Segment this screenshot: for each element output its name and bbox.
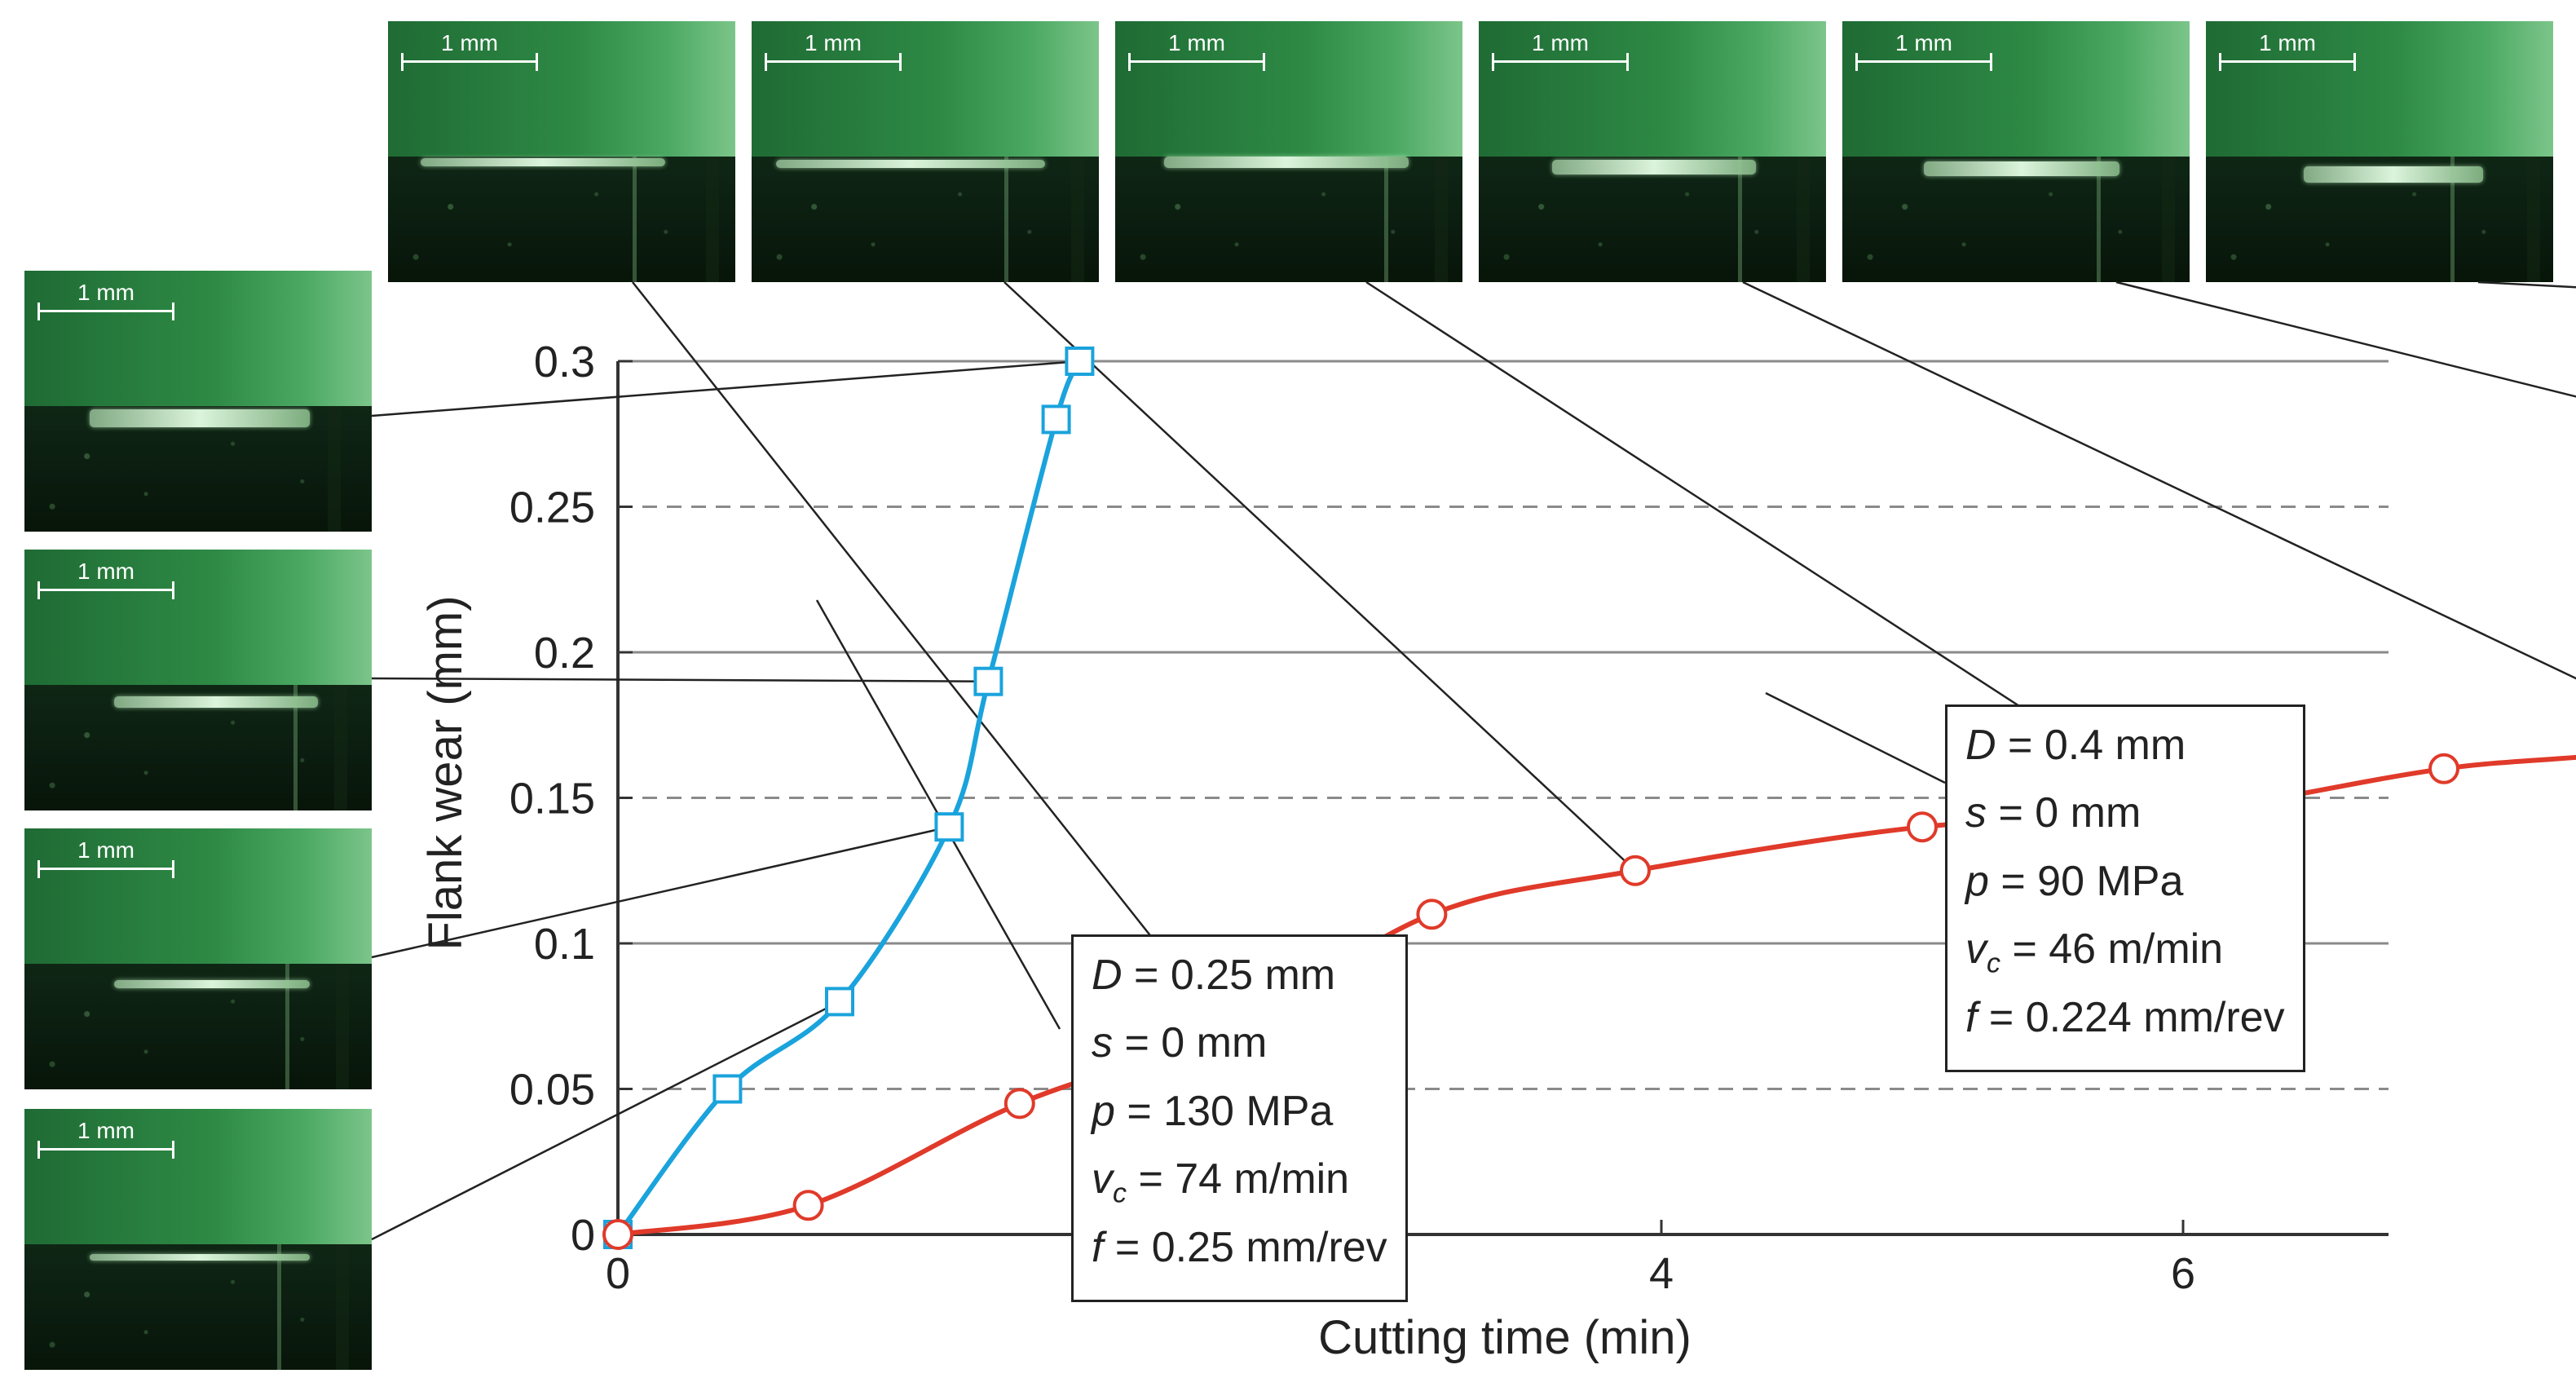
scale-bar-label: 1 mm — [1168, 30, 1225, 55]
scale-bar-label: 1 mm — [1532, 30, 1589, 55]
data-point-square — [1041, 404, 1071, 435]
data-point-square — [825, 987, 854, 1017]
leader-line — [371, 1000, 840, 1241]
parameter-row: vc = 74 m/min — [1092, 1155, 1350, 1209]
scale-bar: 1 mm — [37, 1119, 174, 1159]
parameter-row: p = 130 MPa — [1092, 1087, 1334, 1135]
parameter-row: f = 0.224 mm/rev — [1965, 993, 2285, 1041]
leader-line — [371, 677, 989, 682]
scale-bar-label: 1 mm — [77, 837, 135, 863]
x-tick-label: 4 — [1649, 1249, 1674, 1298]
scale-bar: 1 mm — [1492, 31, 1629, 72]
scale-bar-label: 1 mm — [77, 559, 135, 584]
scale-bar: 1 mm — [1855, 31, 1992, 72]
data-point-circle — [1620, 855, 1651, 886]
leader-line — [371, 825, 950, 959]
scale-bar-label: 1 mm — [805, 30, 862, 55]
micrograph-left-2: 1 mm — [24, 550, 372, 810]
scale-bar: 1 mm — [765, 31, 902, 72]
leader-line — [1742, 280, 2576, 680]
y-tick-label: 0.1 — [534, 920, 595, 969]
leader-line — [2477, 280, 2576, 289]
y-tick-label: 0.05 — [509, 1066, 595, 1115]
parameter-row: vc = 46 m/min — [1965, 925, 2224, 979]
scale-bar: 1 mm — [401, 31, 538, 72]
scale-bar-label: 1 mm — [77, 1118, 135, 1143]
leader-line — [1003, 281, 1636, 872]
micrograph-top-3: 1 mm — [1115, 21, 1462, 282]
scale-bar: 1 mm — [1128, 31, 1265, 72]
scale-bar: 1 mm — [37, 280, 174, 321]
micrograph-left-3: 1 mm — [24, 828, 372, 1089]
leader-line — [371, 360, 1080, 417]
data-point-circle — [1416, 899, 1448, 930]
parameter-row: f = 0.25 mm/rev — [1092, 1223, 1387, 1271]
data-point-circle — [792, 1190, 824, 1221]
micrograph-left-4: 1 mm — [24, 1109, 372, 1370]
y-tick-label: 0.2 — [534, 629, 595, 678]
scale-bar-label: 1 mm — [441, 30, 498, 55]
x-axis-label: Cutting time (min) — [1318, 1311, 1692, 1364]
data-point-circle — [2428, 753, 2459, 784]
x-tick-label: 6 — [2171, 1249, 2195, 1298]
scale-bar-label: 1 mm — [77, 280, 135, 305]
x-tick-label: 0 — [606, 1249, 630, 1298]
y-tick-label: 0.15 — [509, 775, 595, 824]
parameter-row: s = 0 mm — [1092, 1019, 1268, 1067]
data-point-circle — [1003, 1088, 1035, 1120]
micrograph-top-1: 1 mm — [388, 21, 735, 282]
y-axis-label: Flank wear (mm) — [419, 595, 472, 950]
y-tick-label: 0.25 — [509, 484, 595, 532]
scale-bar: 1 mm — [37, 838, 174, 879]
parameter-row: D = 0.4 mm — [1965, 722, 2186, 769]
parameter-row: s = 0 mm — [1965, 789, 2142, 837]
micrograph-top-5: 1 mm — [1842, 21, 2190, 282]
data-point-square — [934, 812, 964, 842]
y-tick-label: 0.3 — [534, 338, 595, 386]
parameters-box-blue-series: D = 0.25 mm s = 0 mm p = 130 MPa vc = 74… — [1071, 934, 1408, 1302]
micrograph-top-2: 1 mm — [752, 21, 1099, 282]
scale-bar: 1 mm — [2219, 31, 2356, 72]
scale-bar: 1 mm — [37, 559, 174, 600]
y-tick-label: 0 — [571, 1211, 595, 1260]
data-point-square — [1065, 347, 1095, 376]
micrograph-top-4: 1 mm — [1479, 21, 1826, 282]
micrograph-top-6: 1 mm — [2206, 21, 2553, 282]
leader-line — [1765, 691, 1946, 784]
leader-line — [632, 281, 1227, 1031]
data-point-square — [712, 1074, 743, 1104]
data-point-circle — [1907, 811, 1938, 843]
leader-line — [2115, 280, 2576, 398]
parameter-row: D = 0.25 mm — [1092, 952, 1336, 999]
data-point-square — [973, 666, 1003, 696]
micrograph-left-1: 1 mm — [24, 271, 372, 532]
parameters-box-red-series: D = 0.4 mm s = 0 mm p = 90 MPa vc = 46 m… — [1945, 704, 2305, 1072]
parameter-row: p = 90 MPa — [1965, 857, 2184, 905]
scale-bar-label: 1 mm — [2259, 30, 2316, 55]
data-point-circle — [602, 1219, 633, 1250]
scale-bar-label: 1 mm — [1895, 30, 1952, 55]
